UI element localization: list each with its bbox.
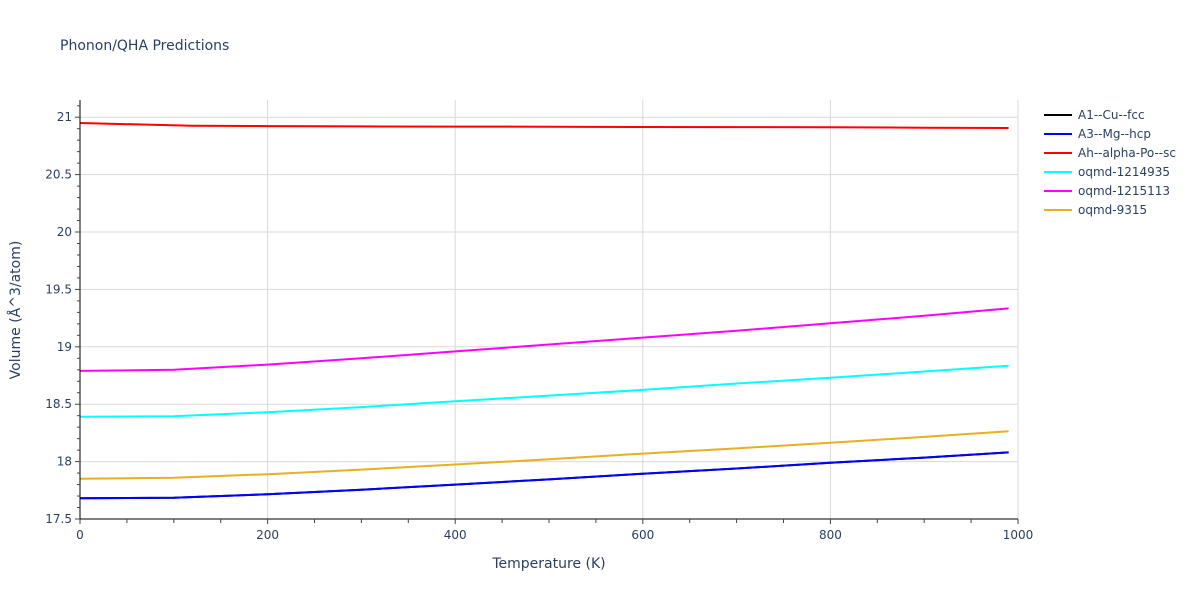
y-tick-label: 18.5	[45, 397, 72, 411]
legend-item[interactable]: Ah--alpha-Po--sc	[1044, 146, 1176, 160]
legend-label: A1--Cu--fcc	[1078, 108, 1145, 122]
series-line-2	[79, 451, 1009, 500]
y-tick-label: 19	[57, 340, 72, 354]
x-tick-label: 400	[444, 528, 467, 542]
legend-label: oqmd-9315	[1078, 203, 1147, 217]
legend-label: A3--Mg--hcp	[1078, 127, 1151, 141]
y-axis-ticks: 17.5 18 18.5 19 19.5 20 20.5 21	[45, 105, 80, 526]
legend-label: oqmd-1214935	[1078, 165, 1170, 179]
y-tick-label: 20.5	[45, 168, 72, 182]
legend-label: oqmd-1215113	[1078, 184, 1170, 198]
series-line-3	[79, 122, 1009, 129]
legend-item[interactable]: oqmd-9315	[1044, 203, 1147, 217]
x-tick-label: 800	[819, 528, 842, 542]
grid-lines	[80, 100, 1019, 519]
x-axis-ticks: 0 200 400 600 800 1000	[76, 519, 1033, 542]
series-line-5	[79, 307, 1009, 372]
series-lines	[79, 122, 1009, 500]
legend-item[interactable]: oqmd-1215113	[1044, 184, 1170, 198]
x-tick-label: 200	[256, 528, 279, 542]
axes	[79, 100, 1018, 520]
legend-item[interactable]: oqmd-1214935	[1044, 165, 1170, 179]
legend-item[interactable]: A3--Mg--hcp	[1044, 127, 1151, 141]
y-tick-label: 21	[57, 110, 72, 124]
x-tick-label: 0	[76, 528, 84, 542]
y-tick-label: 20	[57, 225, 72, 239]
series-line-6	[79, 430, 1009, 480]
x-tick-label: 1000	[1003, 528, 1034, 542]
x-axis-title: Temperature (K)	[491, 556, 605, 572]
x-tick-label: 600	[631, 528, 654, 542]
series-line-4	[79, 364, 1009, 418]
y-axis-title: Volume (Å^3/atom)	[7, 241, 24, 380]
legend-label: Ah--alpha-Po--sc	[1078, 146, 1176, 160]
chart-title: Phonon/QHA Predictions	[60, 38, 229, 54]
legend: A1--Cu--fcc A3--Mg--hcp Ah--alpha-Po--sc oq…	[1044, 108, 1176, 217]
y-tick-label: 17.5	[45, 512, 72, 526]
y-tick-label: 19.5	[45, 282, 72, 296]
y-tick-label: 18	[57, 455, 72, 469]
legend-item[interactable]: A1--Cu--fcc	[1044, 108, 1145, 122]
